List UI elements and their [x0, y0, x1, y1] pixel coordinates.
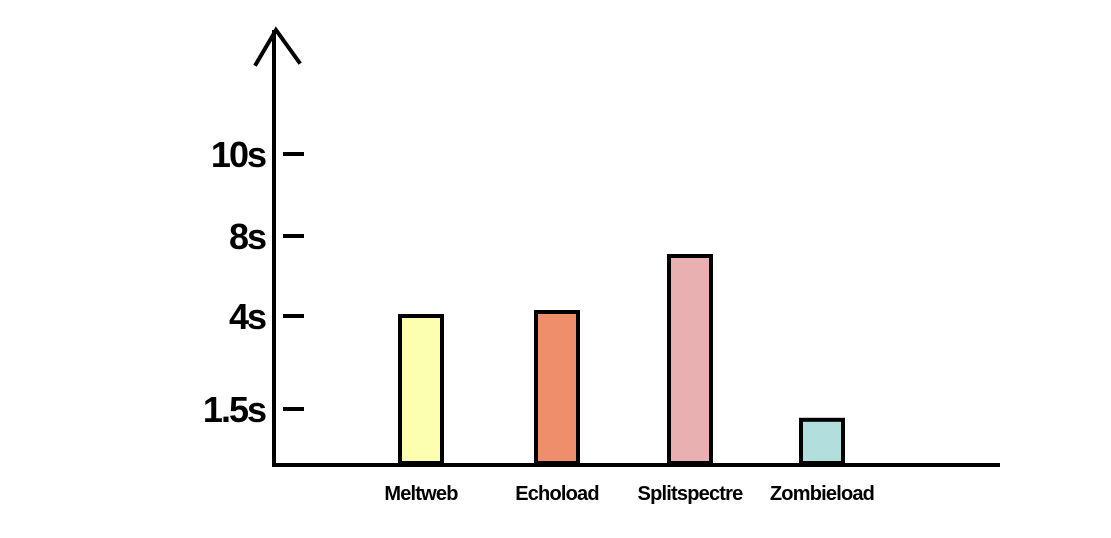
x-tick-labels: Meltweb Echoload Splitspectre Zombieload [384, 483, 875, 505]
x-tick-label: Echoload [515, 483, 599, 505]
y-tick-label: 8s [229, 216, 266, 257]
x-tick-label: Zombieload [770, 483, 874, 505]
y-tick-label: 1.5s [203, 389, 266, 430]
axes [253, 26, 1000, 467]
y-tick-label: 10s [211, 134, 266, 175]
y-ticks: 1.5s 4s 8s 10s [203, 134, 304, 430]
x-tick-label: Meltweb [384, 483, 458, 505]
bar-zombieload [799, 417, 845, 465]
y-axis-arrow-icon [253, 26, 302, 67]
bars [398, 254, 845, 465]
x-tick-label: Splitspectre [638, 483, 744, 505]
bar-echoload [534, 310, 580, 465]
y-tick-label: 4s [229, 296, 266, 337]
bar-meltweb [398, 314, 444, 465]
bar-splitspectre [667, 254, 713, 465]
